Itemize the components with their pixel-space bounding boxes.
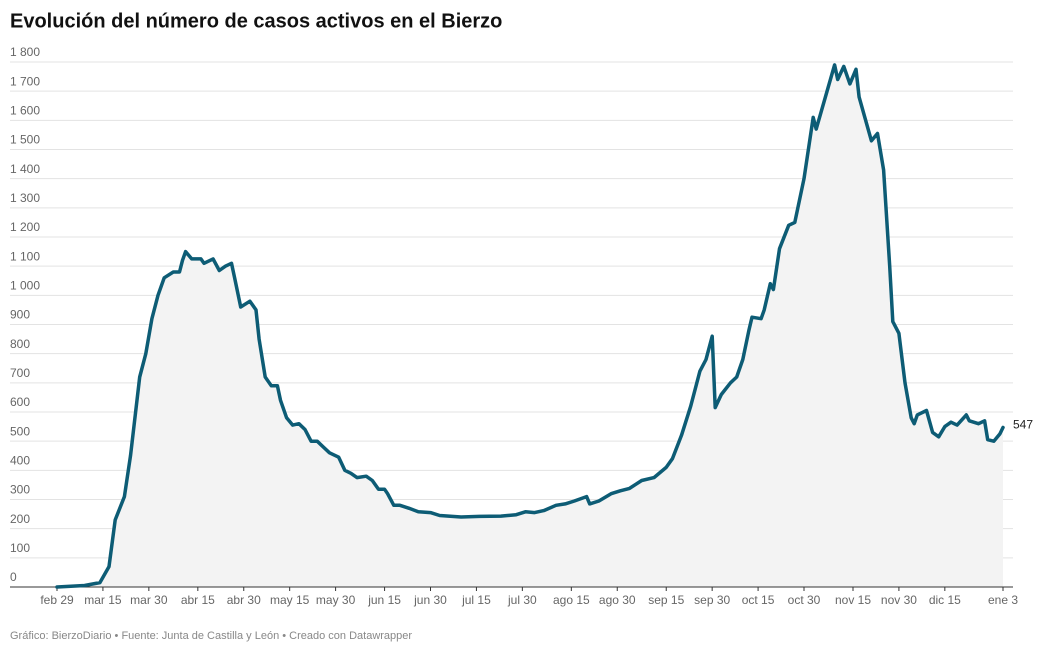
line [55, 63, 1005, 589]
y-tick-label: 1 800 [10, 45, 40, 59]
y-tick-label: 1 200 [10, 220, 40, 234]
x-tick-label: oct 15 [742, 593, 775, 607]
chart-title: Evolución del número de casos activos en… [10, 10, 502, 32]
y-tick-label: 900 [10, 308, 30, 322]
y-tick-label: 500 [10, 424, 30, 438]
x-tick-label: mar 30 [130, 593, 168, 607]
x-tick-label: oct 30 [788, 593, 821, 607]
y-tick-label: 800 [10, 337, 30, 351]
y-tick-label: 700 [10, 366, 30, 380]
x-tick-label: nov 30 [881, 593, 917, 607]
x-tick-label: jul 30 [507, 593, 537, 607]
y-tick-label: 300 [10, 483, 30, 497]
x-tick-label: feb 29 [40, 593, 74, 607]
x-tick-label: ene 3 [988, 593, 1018, 607]
y-tick-label: 1 000 [10, 279, 40, 293]
y-tick-label: 600 [10, 395, 30, 409]
x-tick-label: abr 30 [227, 593, 261, 607]
x-tick-label: abr 15 [181, 593, 215, 607]
x-tick-label: sep 30 [694, 593, 730, 607]
footer: Gráfico: BierzoDiario • Fuente: Junta de… [10, 630, 412, 642]
y-tick-label: 1 300 [10, 191, 40, 205]
x-tick-label: jun 30 [413, 593, 447, 607]
y-tick-label: 200 [10, 512, 30, 526]
x-tick-label: jul 15 [461, 593, 491, 607]
y-tick-label: 1 400 [10, 162, 40, 176]
x-tick-label: sep 15 [648, 593, 684, 607]
y-tick-label: 1 600 [10, 104, 40, 118]
y-tick-label: 1 500 [10, 133, 40, 147]
x-tick-label: mar 15 [84, 593, 122, 607]
x-tick-label: ago 15 [553, 593, 590, 607]
y-tick-label: 100 [10, 541, 30, 555]
x-tick-label: nov 15 [835, 593, 871, 607]
area [57, 64, 1003, 587]
x-tick-label: may 30 [316, 593, 356, 607]
y-tick-label: 1 700 [10, 74, 40, 88]
y-tick-label: 400 [10, 454, 30, 468]
x-tick-label: may 15 [270, 593, 310, 607]
y-tick-label: 1 100 [10, 249, 40, 263]
y-tick-label: 0 [10, 570, 17, 584]
x-tick-label: dic 15 [929, 593, 961, 607]
x-tick-label: jun 15 [367, 593, 401, 607]
x-tick-label: ago 30 [599, 593, 636, 607]
end-value-label: 547 [1013, 418, 1033, 432]
